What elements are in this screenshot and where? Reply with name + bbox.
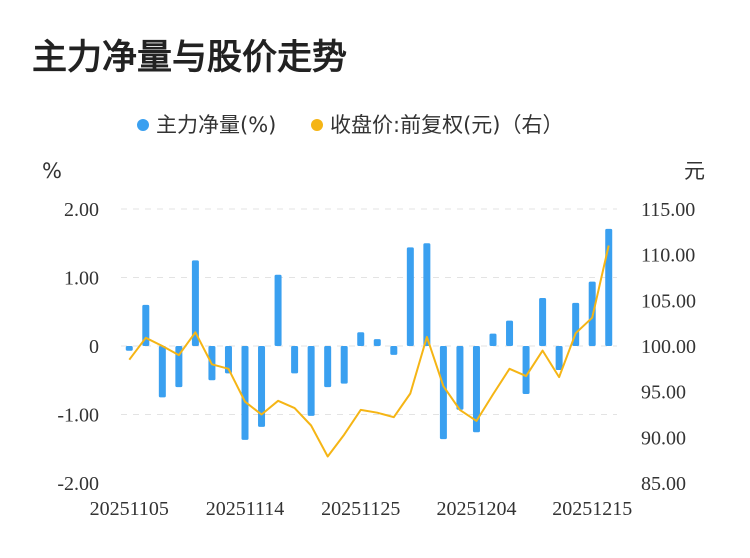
right-tick-label: 95.00 — [641, 382, 686, 404]
legend-line-marker — [311, 119, 323, 131]
left-axis-ticks: 2.00 1.00 0 -1.00 -2.00 — [57, 199, 99, 495]
left-axis-unit: % — [42, 159, 62, 183]
bar — [456, 346, 464, 410]
gridlines — [121, 208, 617, 415]
bar — [142, 304, 150, 346]
bar — [489, 333, 497, 346]
bar — [258, 346, 266, 427]
bar — [539, 298, 547, 346]
right-tick-label: 105.00 — [641, 290, 696, 312]
bar — [555, 346, 563, 370]
right-tick-label: 110.00 — [641, 245, 695, 267]
bar — [291, 346, 299, 374]
right-tick-label: 100.00 — [641, 336, 696, 358]
right-tick-label: 85.00 — [641, 473, 686, 495]
bar — [605, 228, 613, 346]
line-series — [128, 245, 610, 458]
bar — [423, 243, 431, 346]
bar — [406, 247, 414, 346]
price-line — [128, 245, 610, 458]
right-axis-ticks: 115.00 110.00 105.00 100.00 95.00 90.00 85.00 — [641, 199, 696, 495]
bar — [357, 332, 365, 346]
left-tick-label: -2.00 — [57, 473, 99, 495]
left-tick-label: 0 — [89, 336, 99, 358]
bar — [307, 346, 315, 416]
legend-bar-label: 主力净量(%) — [156, 113, 276, 137]
x-tick-label: 20251105 — [90, 498, 169, 520]
x-tick-label: 20251215 — [552, 498, 632, 520]
left-tick-label: -1.00 — [57, 405, 99, 427]
x-tick-label: 20251114 — [206, 498, 285, 520]
left-tick-label: 1.00 — [64, 268, 99, 290]
bar — [175, 346, 183, 388]
bar — [241, 346, 249, 440]
bar — [472, 346, 480, 433]
bar — [158, 346, 166, 398]
bar — [439, 346, 447, 440]
right-tick-label: 115.00 — [641, 199, 695, 221]
legend-line-label: 收盘价:前复权(元)（右） — [330, 113, 563, 137]
bar — [522, 346, 530, 394]
bar — [224, 346, 232, 374]
bar — [390, 346, 398, 355]
bar — [324, 346, 332, 388]
x-tick-label: 20251204 — [436, 498, 516, 520]
x-axis-ticks: 20251105 20251114 20251125 20251204 20251215 — [90, 498, 633, 520]
bar-series — [125, 228, 613, 440]
right-axis-unit: 元 — [684, 159, 705, 183]
legend: 主力净量(%) 收盘价:前复权(元)（右） — [137, 113, 563, 137]
chart-title: 主力净量与股价走势 — [32, 38, 347, 78]
bar — [191, 260, 199, 346]
legend-bar-marker — [137, 119, 149, 131]
left-tick-label: 2.00 — [64, 199, 99, 221]
bar — [274, 274, 282, 346]
bar — [506, 320, 514, 346]
bar — [340, 346, 348, 384]
x-tick-label: 20251125 — [321, 498, 400, 520]
bar — [125, 346, 133, 351]
right-tick-label: 90.00 — [641, 427, 686, 449]
bar — [373, 339, 381, 346]
